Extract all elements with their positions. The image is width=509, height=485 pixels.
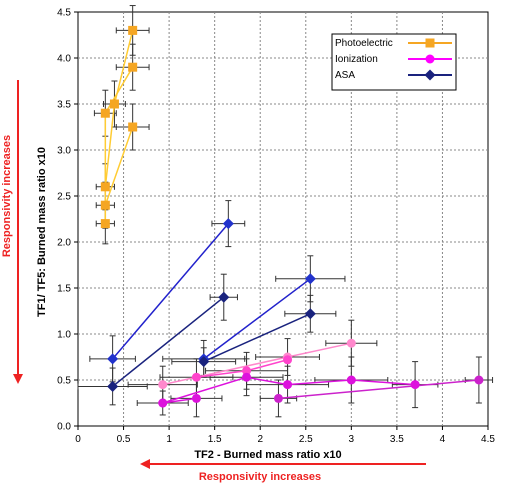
square-data-point (100, 200, 110, 210)
y-responsivity-label: Responsivity increases (1, 135, 13, 257)
circle-data-point (191, 372, 201, 382)
y-tick-label: 1.5 (57, 284, 71, 295)
legend-diamond-marker (424, 69, 436, 81)
x-tick-labels: 0 0.5 1 1.5 2 2.5 3 3.5 4 4.5 (75, 426, 495, 445)
diamond-data-point (107, 380, 119, 392)
square-data-point (100, 182, 110, 192)
legend-square-marker (425, 38, 435, 48)
legend-box (331, 33, 457, 91)
y-axis-title: TF1/ TF5: Burned mass ratio x10 (36, 147, 48, 317)
square-series-line (104, 126, 134, 206)
x-tick-label: 0 (75, 434, 81, 445)
circle-data-point (242, 372, 252, 382)
square-data-point (128, 122, 138, 132)
data-points (100, 25, 484, 408)
diamond-series-line (203, 278, 311, 360)
y-tick-label: 0.5 (57, 376, 71, 387)
diamond-data-point (107, 353, 119, 365)
x-tick-label: 4 (440, 434, 446, 445)
x-tick-label: 1.5 (208, 434, 222, 445)
diamond-series-line (112, 223, 229, 360)
x-tick-label: 2.5 (299, 434, 313, 445)
circle-data-point (410, 380, 420, 390)
square-data-point (128, 25, 138, 35)
legend: Photoelectric Ionization ASA (331, 33, 457, 91)
diamond-data-point (218, 291, 230, 303)
circle-data-point (474, 375, 484, 385)
circle-data-point (191, 393, 201, 403)
diamond-data-point (198, 356, 210, 368)
y-tick-label: 4.0 (57, 54, 71, 65)
x-arrow-head (140, 459, 150, 469)
circle-data-point (242, 366, 252, 376)
diamond-series-line (203, 313, 311, 363)
x-responsivity-label: Responsivity increases (199, 471, 321, 483)
x-tick-label: 3.5 (390, 434, 404, 445)
circle-data-point (158, 398, 168, 408)
diamond-data-point (222, 218, 234, 230)
legend-circle-marker (425, 54, 435, 64)
x-tick-label: 4.5 (481, 434, 495, 445)
x-tick-label: 0.5 (117, 434, 131, 445)
legend-label-asa: ASA (335, 70, 355, 81)
circle-series-line (162, 397, 197, 404)
square-data-point (100, 108, 110, 118)
x-tick-label: 3 (349, 434, 355, 445)
square-data-point (109, 99, 119, 109)
y-arrow-head (13, 374, 23, 384)
circle-series-line (278, 379, 479, 400)
circle-data-point (346, 338, 356, 348)
x-tick-label: 1 (166, 434, 172, 445)
circle-data-point (273, 393, 283, 403)
x-axis-title: TF2 - Burned mass ratio x10 (194, 449, 341, 461)
circle-data-point (346, 375, 356, 385)
legend-swatches (408, 38, 452, 81)
diamond-data-point (304, 273, 316, 285)
diamond-series-line (112, 296, 225, 388)
legend-label-ionization: Ionization (335, 54, 378, 65)
y-tick-label: 2.5 (57, 192, 71, 203)
circle-data-point (158, 380, 168, 390)
y-tick-labels: 0.0 0.5 1.0 1.5 2.0 2.5 3.0 3.5 4.0 4.5 (57, 8, 78, 433)
y-tick-label: 4.5 (57, 8, 71, 19)
circle-data-point (283, 380, 293, 390)
square-data-point (100, 219, 110, 229)
y-tick-label: 2.0 (57, 238, 71, 249)
legend-label-photoelectric: Photoelectric (335, 38, 393, 49)
x-tick-label: 2 (257, 434, 263, 445)
circle-data-point (283, 355, 293, 365)
y-tick-label: 3.0 (57, 146, 71, 157)
y-tick-label: 0.0 (57, 422, 71, 433)
y-tick-label: 3.5 (57, 100, 71, 111)
y-tick-label: 1.0 (57, 330, 71, 341)
diamond-data-point (304, 308, 316, 320)
square-data-point (128, 62, 138, 72)
